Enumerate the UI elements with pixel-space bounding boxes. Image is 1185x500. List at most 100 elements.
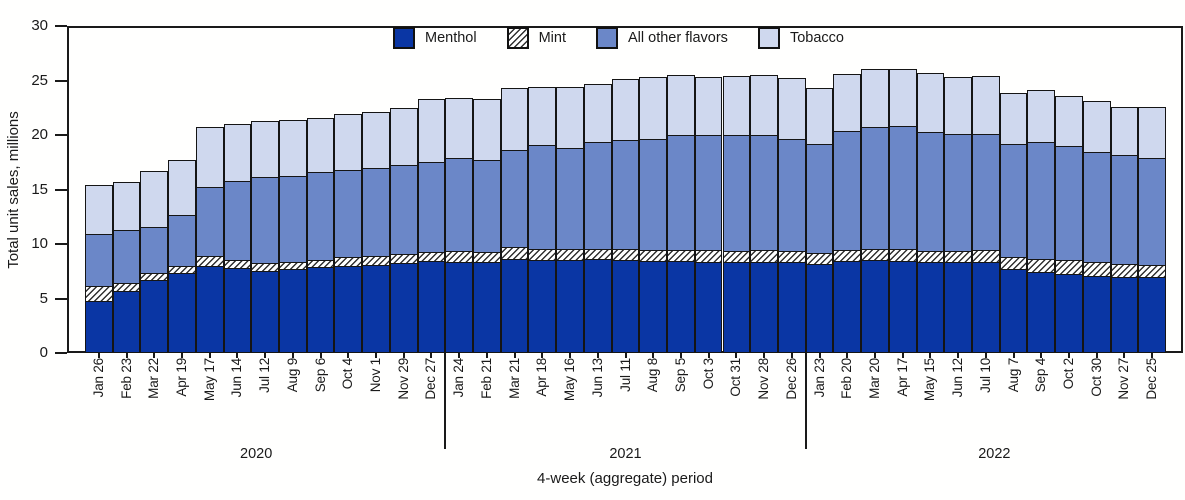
segment-mint — [833, 249, 862, 262]
legend-item-menthol: Menthol — [393, 27, 477, 49]
segment-all-other-flavors — [861, 126, 889, 250]
x-tick — [596, 353, 599, 358]
y-tick-label: 15 — [31, 180, 48, 198]
y-tick-label: 20 — [31, 126, 48, 143]
segment-all-other-flavors — [195, 186, 224, 258]
segment-mint — [583, 248, 612, 260]
bar-jun-13 — [583, 26, 612, 353]
bar-nov-29 — [389, 26, 418, 353]
segment-all-other-flavors — [583, 141, 612, 250]
x-tick-label: May 16 — [562, 358, 578, 402]
x-tick-label: Feb 20 — [839, 358, 855, 399]
segment-mint — [195, 256, 224, 268]
segment-menthol — [694, 261, 723, 353]
segment-tobacco — [722, 76, 751, 137]
x-tick-label: Apr 17 — [894, 358, 910, 397]
segment-menthol — [445, 261, 474, 353]
x-tick — [541, 353, 544, 358]
segment-tobacco — [473, 99, 501, 162]
segment-all-other-flavors — [279, 175, 307, 263]
segment-mint — [1082, 261, 1111, 278]
x-tick — [1040, 353, 1043, 358]
segment-tobacco — [168, 160, 196, 216]
bar-apr-17 — [888, 26, 917, 353]
segment-tobacco — [445, 97, 474, 160]
segment-all-other-flavors — [833, 130, 862, 251]
segment-menthol — [1055, 273, 1083, 353]
segment-tobacco — [140, 170, 169, 228]
segment-all-other-flavors — [805, 143, 834, 255]
segment-menthol — [722, 262, 751, 353]
segment-all-other-flavors — [1110, 154, 1139, 266]
segment-mint — [85, 285, 113, 303]
segment-all-other-flavors — [694, 135, 723, 251]
segment-all-other-flavors — [944, 133, 972, 252]
segment-menthol — [306, 266, 335, 353]
bar-nov-28 — [750, 26, 778, 353]
bar-aug-8 — [639, 26, 668, 353]
segment-all-other-flavors — [168, 214, 196, 268]
segment-mint — [473, 251, 501, 264]
legend-swatch-all-other-flavors — [596, 27, 618, 49]
x-tick — [569, 353, 572, 358]
x-tick-label: Nov 27 — [1116, 358, 1132, 400]
bar-dec-26 — [777, 26, 806, 353]
legend-label: Mint — [538, 30, 566, 46]
segment-menthol — [85, 300, 113, 353]
segment-menthol — [195, 265, 224, 353]
x-tick-label: Sep 5 — [672, 358, 688, 393]
segment-all-other-flavors — [112, 229, 141, 284]
bar-oct-30 — [1082, 26, 1111, 353]
segment-all-other-flavors — [1027, 141, 1056, 260]
segment-tobacco — [971, 76, 1000, 136]
segment-tobacco — [861, 68, 889, 128]
segment-mint — [556, 248, 584, 261]
segment-mint — [445, 250, 474, 263]
segment-tobacco — [805, 88, 834, 146]
x-tick — [208, 353, 211, 358]
segment-tobacco — [1110, 106, 1139, 157]
x-tick — [291, 353, 294, 358]
bar-aug-7 — [999, 26, 1028, 353]
x-tick — [1012, 353, 1015, 358]
segment-menthol — [389, 262, 418, 353]
bar-jul-12 — [251, 26, 279, 353]
segment-mint — [722, 250, 751, 264]
segment-mint — [1138, 264, 1166, 279]
x-tick-label: Feb 23 — [118, 358, 134, 399]
legend-item-tobacco: Tobacco — [757, 27, 844, 49]
segment-all-other-flavors — [750, 135, 778, 251]
bar-jan-24 — [445, 26, 474, 353]
segment-menthol — [528, 259, 557, 353]
y-tick-label: 10 — [31, 235, 48, 252]
x-tick-label: Sep 6 — [312, 358, 328, 393]
segment-all-other-flavors — [556, 148, 584, 250]
x-tick — [707, 353, 710, 358]
segment-menthol — [334, 265, 363, 353]
x-tick-label: Oct 31 — [728, 358, 744, 397]
segment-all-other-flavors — [888, 125, 917, 250]
bar-jan-23 — [805, 26, 834, 353]
segment-all-other-flavors — [1138, 157, 1166, 267]
segment-all-other-flavors — [639, 138, 668, 251]
segment-all-other-flavors — [1055, 145, 1083, 262]
bar-sep-4 — [1027, 26, 1056, 353]
x-tick-label: Dec 27 — [423, 358, 439, 400]
segment-menthol — [1110, 276, 1139, 353]
bar-feb-20 — [833, 26, 862, 353]
segment-menthol — [279, 269, 307, 353]
legend-item-all-other-flavors: All other flavors — [596, 27, 728, 49]
x-tick-label: Oct 4 — [340, 358, 356, 390]
bar-oct-3 — [694, 26, 723, 353]
x-tick-label: Aug 9 — [284, 358, 300, 393]
x-tick-label: Jul 10 — [977, 358, 993, 393]
segment-all-other-flavors — [306, 172, 335, 261]
year-label-2022: 2022 — [978, 446, 1011, 462]
bar-may-17 — [195, 26, 224, 353]
x-tick-label: Mar 21 — [506, 358, 522, 399]
segment-menthol — [861, 259, 889, 353]
year-label-2020: 2020 — [240, 446, 273, 462]
segment-tobacco — [195, 127, 224, 188]
x-tick-label: Jul 12 — [257, 358, 273, 393]
segment-mint — [1027, 258, 1056, 273]
